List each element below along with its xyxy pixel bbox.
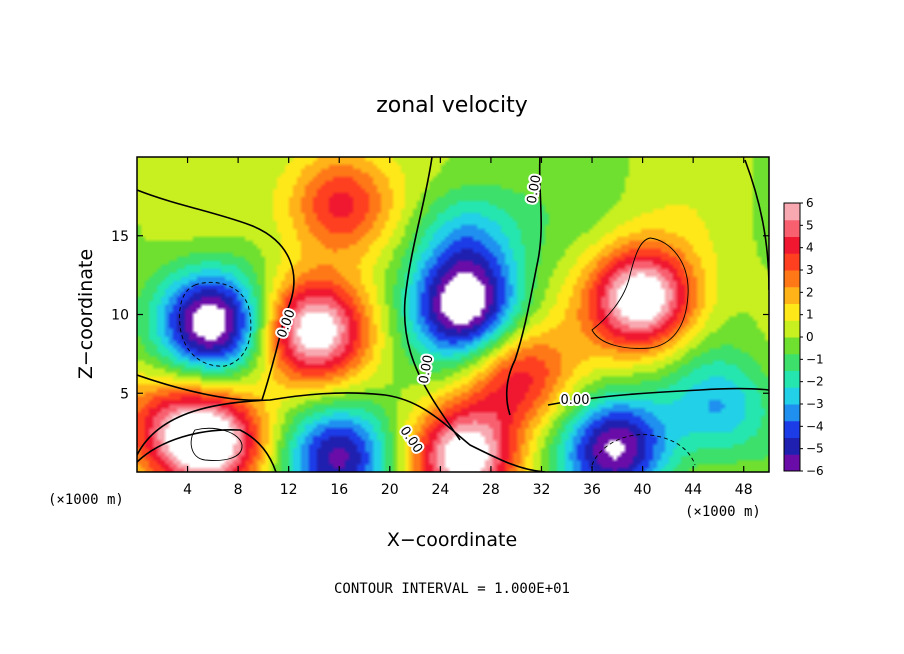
x-tick-label: 20: [381, 482, 399, 498]
colorbar-swatch: [784, 370, 800, 388]
colorbar-tick-label: 4: [806, 241, 814, 255]
x-unit-label-right: (×1000 m): [685, 504, 761, 520]
colorbar-swatch: [784, 286, 800, 304]
colorbar-swatch: [784, 454, 800, 472]
colorbar-swatch: [784, 387, 800, 405]
colorbar-swatch: [784, 353, 800, 371]
zero-contour-lines: [137, 157, 769, 472]
contour-label-5: 0.00: [561, 393, 590, 408]
colorbar-swatch: [784, 219, 800, 237]
x-tick-label: 36: [583, 482, 601, 498]
zero-contour-right: [547, 387, 769, 406]
zero-contour-middle: [403, 157, 461, 441]
colorbar-tick-label: 0: [806, 330, 814, 344]
colorbar-swatch: [784, 253, 800, 271]
colorbar-tick-label: −2: [806, 375, 824, 389]
zero-contour-upper-left: [137, 189, 295, 402]
contour-label-1: 0.00: [525, 174, 545, 205]
colorbar-swatch: [784, 437, 800, 455]
x-tick-label: 28: [482, 482, 500, 498]
x-axis-ticks: 4 8 12 16 20 24 28 32 36 40 44 48: [183, 157, 753, 498]
x-tick-label: 4: [183, 482, 192, 498]
y-tick-label: 15: [111, 229, 129, 245]
colorbar-tick-label: −5: [806, 442, 824, 456]
chart-title: zonal velocity: [376, 93, 528, 118]
x-tick-label: 8: [234, 482, 243, 498]
contour-interval-note: CONTOUR INTERVAL = 1.000E+01: [334, 581, 570, 597]
colorbar-tick-label: −3: [806, 397, 824, 411]
x-unit-label-left: (×1000 m): [48, 492, 124, 508]
colorbar-swatch: [784, 420, 800, 438]
colorbar-swatch: [784, 404, 800, 422]
colorbar-tick-label: −6: [806, 464, 824, 478]
x-tick-label: 40: [634, 482, 652, 498]
contour-dashed-left: [179, 281, 252, 367]
zero-contour-central: [505, 157, 542, 416]
colorbar-tick-label: 3: [806, 263, 814, 277]
colorbar: 6 5 4 3 2 1 0 −1 −2 −3 −4 −5 −6: [783, 196, 824, 478]
colorbar-tick-label: 6: [806, 196, 814, 210]
x-tick-label: 16: [330, 482, 348, 498]
colorbar-swatch: [784, 320, 800, 338]
zero-contour-lower-band: [137, 392, 546, 472]
inner-contour-lines: [179, 237, 696, 466]
colorbar-swatch: [784, 236, 800, 254]
x-tick-label: 32: [533, 482, 551, 498]
y-tick-label: 10: [111, 308, 129, 324]
colorbar-swatch: [784, 203, 800, 221]
velocity-field-image: [137, 157, 769, 472]
colorbar-swatch: [784, 337, 800, 355]
x-tick-label: 44: [684, 482, 702, 498]
x-tick-label: 48: [735, 482, 753, 498]
y-axis-ticks: 5 10 15: [111, 229, 769, 402]
colorbar-tick-label: 2: [806, 285, 814, 299]
y-tick-label: 5: [120, 386, 129, 402]
colorbar-tick-label: 1: [806, 308, 814, 322]
contour-solid-upper-right: [591, 237, 689, 349]
colorbar-swatch: [784, 270, 800, 288]
zero-contour-bottom-left: [137, 428, 277, 472]
contour-label-3: 0.00: [417, 354, 437, 385]
x-tick-label: 12: [280, 482, 298, 498]
colorbar-tick-label: 5: [806, 218, 814, 232]
x-axis-label: X−coordinate: [387, 529, 517, 551]
x-tick-label: 24: [431, 482, 449, 498]
colorbar-tick-label: −4: [806, 419, 824, 433]
colorbar-tick-label: −1: [806, 352, 824, 366]
colorbar-swatch: [784, 303, 800, 321]
contour-solid-lower-left: [190, 427, 243, 461]
y-axis-label: Z−coordinate: [75, 249, 97, 379]
